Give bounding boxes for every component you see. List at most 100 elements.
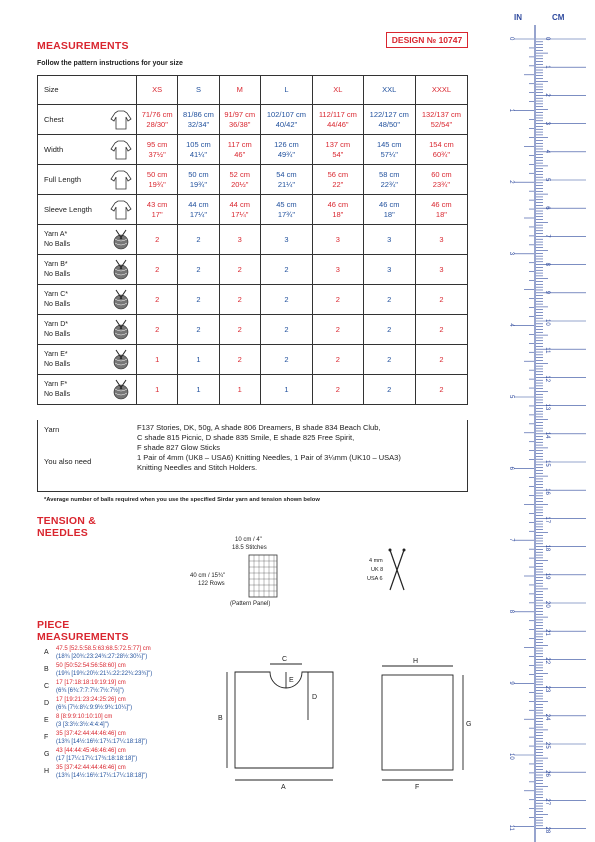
yarn-balls-cell: 1 xyxy=(218,374,261,405)
tension-width-label: 10 cm / 4" xyxy=(235,537,262,543)
measurement-cell: 145 cm 57¼" xyxy=(362,134,416,165)
yarn-balls-cell: 3 xyxy=(218,224,261,255)
piece-inch-value: (18¾ [20¾:23:24¾:27:28½:30¼]") xyxy=(56,654,148,660)
ruler-cm-label-number: 23 xyxy=(544,686,550,693)
needle-uk-label: UK 8 xyxy=(371,567,384,573)
yarn-balls-cell: 2 xyxy=(135,284,179,315)
yarn-name: Yarn D* xyxy=(44,320,68,328)
yarn-name: Yarn A* xyxy=(44,230,68,238)
ruler-cm-label-number: 22 xyxy=(544,657,550,664)
measurement-value: 21¼" xyxy=(277,179,296,189)
yarn-details-box: Yarn F137 Stories, DK, 50g, A shade 806 … xyxy=(37,420,468,492)
ruler-cm-label-number: 13 xyxy=(544,404,550,411)
row-label: Sleeve Length xyxy=(37,194,137,225)
yarn-balls-cell: 2 xyxy=(177,314,220,345)
measurement-cell: 122/127 cm 48/50" xyxy=(362,104,416,135)
ruler-cm-label-number: 15 xyxy=(544,460,550,467)
piece-cm-value: 43 [44:44:45:46:46:46] cm xyxy=(56,748,126,754)
measurement-value: 28/30" xyxy=(146,119,168,129)
yarn-row-label: Yarn A* No Balls xyxy=(37,224,137,255)
measurement-cell: 105 cm 41¼" xyxy=(177,134,220,165)
diagram-label-f: F xyxy=(415,784,419,791)
diagram-label-h: H xyxy=(413,658,418,665)
measurement-value: 22" xyxy=(332,179,344,189)
measurement-cell: 46 cm 18" xyxy=(312,194,364,225)
yarn-balls-cell: 1 xyxy=(177,344,220,375)
diagram-label-d: D xyxy=(312,694,317,701)
measurement-cell: 154 cm 60¾" xyxy=(414,134,469,165)
measurement-value: 23¾" xyxy=(432,179,451,189)
measurement-cell: 50 cm 19¾" xyxy=(135,164,179,195)
yarn-balls-cell: 2 xyxy=(362,344,416,375)
ruler-inch-label-number: 1 xyxy=(508,109,514,113)
measurement-value: 46 cm xyxy=(431,199,452,209)
ruler-cm-label-number: 28 xyxy=(544,827,550,834)
piece-key: F xyxy=(44,734,49,741)
tension-rows-label: 122 Rows xyxy=(198,581,225,587)
measurement-value: 145 cm xyxy=(376,139,402,149)
ruler-cm-label-number: 3 xyxy=(544,122,550,126)
measurement-value: 137 cm xyxy=(325,139,351,149)
chest-icon xyxy=(110,109,132,130)
yarn-ball-icon xyxy=(110,229,132,250)
yarn-balls-cell: 3 xyxy=(414,254,469,285)
measurement-cell: 137 cm 54" xyxy=(312,134,364,165)
ruler-cm-label-number: 9 xyxy=(544,291,550,295)
yarn-ball-icon xyxy=(110,289,132,310)
diagram-label-b: B xyxy=(218,715,223,722)
piece-key: A xyxy=(44,649,49,656)
ruler-cm-label-number: 1 xyxy=(544,65,550,69)
measurement-cell: 91/97 cm 36/38" xyxy=(218,104,261,135)
ruler-cm-label: CM xyxy=(552,13,565,22)
body-piece-outline xyxy=(234,671,334,769)
yarn-row-label: Yarn E* No Balls xyxy=(37,344,137,375)
measurement-cell: 46 cm 18" xyxy=(414,194,469,225)
measurement-value: 17¼" xyxy=(231,209,249,219)
piece-cm-value: 50 [50:52:54:56:58:60] cm xyxy=(56,663,126,669)
tension-title: TENSION & NEEDLES xyxy=(37,515,96,539)
yarn-balls-label: No Balls xyxy=(44,270,71,278)
measurement-value: 48/50" xyxy=(378,119,400,129)
measurement-value: 71/76 cm xyxy=(141,109,173,119)
yarn-balls-cell: 3 xyxy=(362,224,416,255)
yarn-balls-cell: 2 xyxy=(312,284,364,315)
intro-text: Follow the pattern instructions for your… xyxy=(37,60,183,67)
piece-inch-value: (13¾ [14½:16½:17¼:17¼:18:18]") xyxy=(56,773,148,779)
measurement-value: 50 cm xyxy=(188,169,209,179)
yarn-balls-cell: 1 xyxy=(259,374,314,405)
ruler-inch-label-number: 11 xyxy=(508,825,514,832)
ruler-inch-label-number: 6 xyxy=(508,467,514,471)
measurement-value: 57¼" xyxy=(380,149,398,159)
table-row: Sleeve Length 43 cm 17" 44 cm 17¼" 44 cm 17¼" 4… xyxy=(37,194,469,225)
ruler-in-label: IN xyxy=(514,13,522,22)
yarn-balls-cell: 2 xyxy=(177,254,220,285)
measurement-value: 60 cm xyxy=(431,169,452,179)
measurement-value: 54 cm xyxy=(276,169,297,179)
measurement-value: 49¾" xyxy=(277,149,296,159)
diagram-label-a: A xyxy=(281,784,286,791)
row-label: Width xyxy=(37,134,137,165)
piece-cm-value: 35 [37:42:44:44:46:46] cm xyxy=(56,731,126,737)
yarn-balls-cell: 1 xyxy=(135,374,179,405)
measurement-cell: 58 cm 22¾" xyxy=(362,164,416,195)
table-row: Yarn D* No Balls 2 2 2 2 2 2 2 xyxy=(37,314,469,345)
table-row: Yarn F* No Balls 1 1 1 1 2 2 2 xyxy=(37,374,469,405)
piece-inch-value: (3 [3:3½:3½:4:4:4]") xyxy=(56,722,109,728)
measurement-value: 44/46" xyxy=(327,119,349,129)
measurement-value: 91/97 cm xyxy=(224,109,256,119)
measurement-value: 105 cm xyxy=(186,139,211,149)
yarn-balls-label: No Balls xyxy=(44,240,71,248)
ruler-inch-label-number: 4 xyxy=(508,323,514,327)
yarn-ball-icon xyxy=(110,259,132,280)
yarn-balls-label: No Balls xyxy=(44,360,71,368)
row-label: Full Length xyxy=(37,164,137,195)
measurement-value: 19¾" xyxy=(148,179,166,189)
pattern-panel-label: (Pattern Panel) xyxy=(230,601,271,607)
yarn-description: F137 Stories, DK, 50g, A shade 806 Dream… xyxy=(137,423,401,473)
measurement-cell: 71/76 cm 28/30" xyxy=(135,104,179,135)
ruler-inch-label-number: 10 xyxy=(508,753,514,760)
measurement-cell: 117 cm 46" xyxy=(218,134,261,165)
table-row: Yarn C* No Balls 2 2 2 2 2 2 2 xyxy=(37,284,469,315)
ruler-cm-label-number: 18 xyxy=(544,545,550,552)
measurement-value: 46" xyxy=(234,149,246,159)
